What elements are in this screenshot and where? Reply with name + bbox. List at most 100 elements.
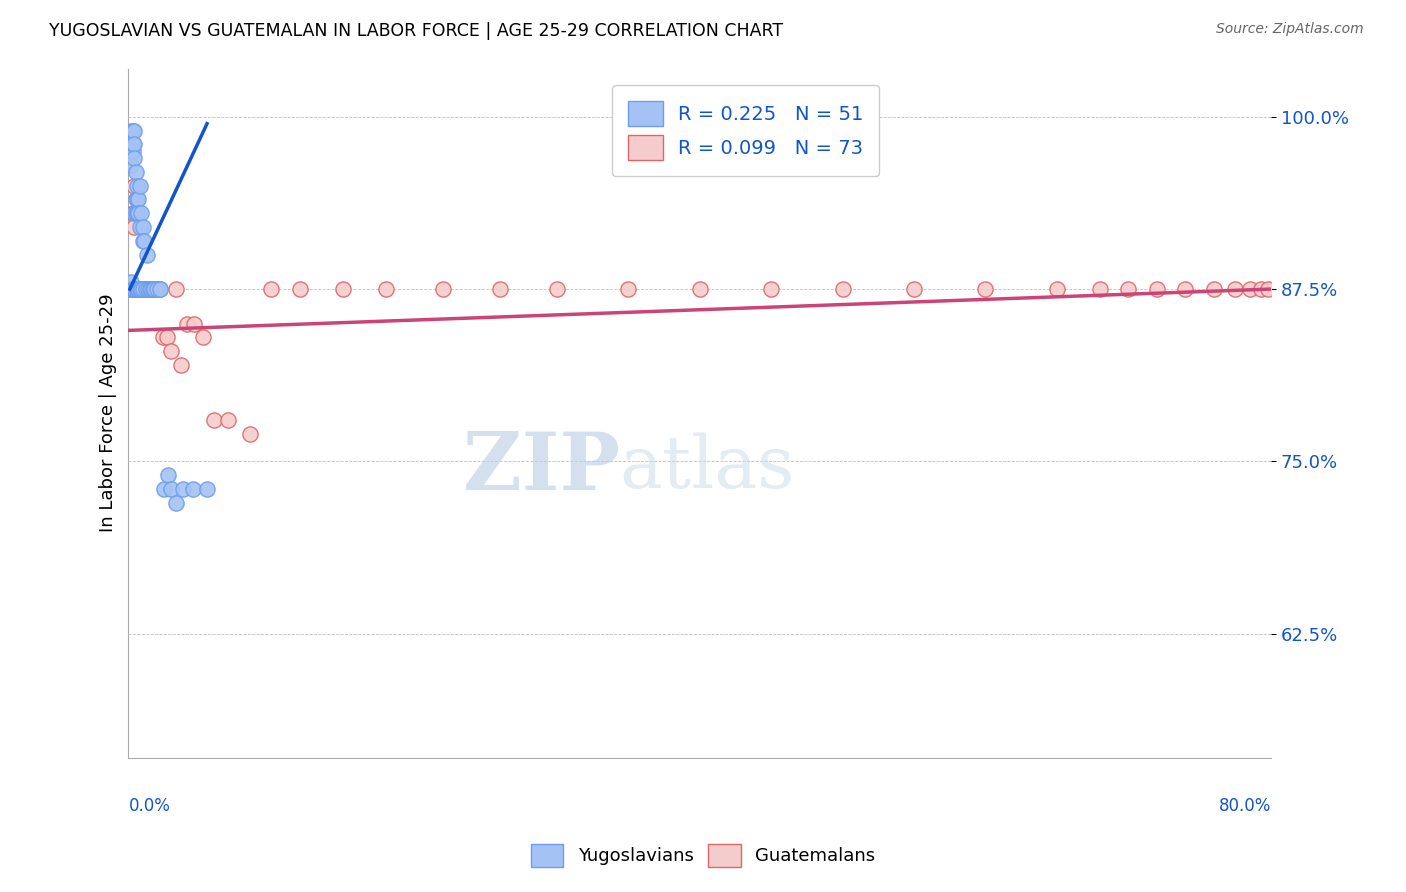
- Point: [191, 330, 214, 344]
- Point: [132, 282, 155, 296]
- Point: [124, 282, 146, 296]
- Point: [127, 282, 149, 296]
- Text: 0.0%: 0.0%: [128, 797, 170, 814]
- Point: [129, 282, 152, 296]
- Point: [124, 282, 146, 296]
- Text: 80.0%: 80.0%: [1219, 797, 1271, 814]
- Point: [131, 282, 153, 296]
- Point: [139, 282, 162, 296]
- Point: [136, 247, 159, 261]
- Point: [132, 234, 155, 248]
- Point: [1174, 282, 1197, 296]
- Legend: Yugoslavians, Guatemalans: Yugoslavians, Guatemalans: [523, 837, 883, 874]
- Point: [1202, 282, 1225, 296]
- Point: [138, 282, 160, 296]
- Point: [120, 158, 142, 172]
- Point: [239, 426, 262, 441]
- Point: [120, 123, 142, 137]
- Point: [118, 282, 141, 296]
- Point: [146, 282, 169, 296]
- Point: [127, 282, 149, 296]
- Point: [132, 220, 155, 235]
- Point: [125, 206, 148, 220]
- Point: [121, 145, 143, 159]
- Point: [139, 282, 162, 296]
- Point: [617, 282, 640, 296]
- Point: [135, 282, 157, 296]
- Point: [157, 468, 180, 483]
- Point: [121, 282, 143, 296]
- Point: [125, 282, 148, 296]
- Point: [138, 282, 160, 296]
- Point: [1046, 282, 1069, 296]
- Point: [120, 282, 142, 296]
- Point: [136, 282, 159, 296]
- Point: [165, 496, 187, 510]
- Point: [129, 282, 152, 296]
- Text: atlas: atlas: [620, 433, 796, 503]
- Y-axis label: In Labor Force | Age 25-29: In Labor Force | Age 25-29: [100, 293, 117, 533]
- Point: [132, 282, 155, 296]
- Point: [122, 178, 145, 193]
- Point: [122, 282, 145, 296]
- Point: [1225, 282, 1247, 296]
- Point: [118, 282, 141, 296]
- Point: [135, 282, 157, 296]
- Point: [118, 282, 141, 296]
- Point: [129, 282, 152, 296]
- Point: [146, 282, 169, 296]
- Point: [124, 206, 146, 220]
- Point: [122, 282, 145, 296]
- Point: [125, 282, 148, 296]
- Point: [125, 282, 148, 296]
- Point: [134, 282, 156, 296]
- Point: [121, 123, 143, 137]
- Point: [153, 482, 176, 496]
- Point: [129, 220, 152, 235]
- Point: [1250, 282, 1272, 296]
- Point: [761, 282, 783, 296]
- Point: [374, 282, 396, 296]
- Point: [132, 282, 155, 296]
- Point: [160, 482, 183, 496]
- Point: [260, 282, 283, 296]
- Point: [143, 282, 166, 296]
- Point: [143, 282, 166, 296]
- Point: [134, 234, 156, 248]
- Point: [1116, 282, 1139, 296]
- Point: [156, 330, 179, 344]
- Point: [165, 282, 187, 296]
- Point: [122, 282, 145, 296]
- Point: [120, 275, 142, 289]
- Point: [217, 413, 239, 427]
- Point: [121, 282, 143, 296]
- Point: [124, 165, 146, 179]
- Point: [120, 282, 142, 296]
- Point: [488, 282, 510, 296]
- Point: [170, 358, 193, 372]
- Point: [1239, 282, 1261, 296]
- Point: [127, 206, 149, 220]
- Point: [432, 282, 454, 296]
- Point: [288, 282, 311, 296]
- Point: [149, 282, 172, 296]
- Point: [122, 137, 145, 152]
- Point: [129, 178, 152, 193]
- Point: [546, 282, 568, 296]
- Point: [125, 178, 148, 193]
- Point: [124, 282, 146, 296]
- Point: [122, 220, 145, 235]
- Point: [332, 282, 354, 296]
- Point: [121, 282, 143, 296]
- Point: [124, 193, 146, 207]
- Point: [974, 282, 997, 296]
- Point: [125, 193, 148, 207]
- Point: [135, 282, 157, 296]
- Point: [152, 330, 174, 344]
- Text: Source: ZipAtlas.com: Source: ZipAtlas.com: [1216, 22, 1364, 37]
- Point: [127, 282, 149, 296]
- Point: [181, 482, 204, 496]
- Point: [124, 282, 146, 296]
- Point: [134, 282, 156, 296]
- Point: [202, 413, 225, 427]
